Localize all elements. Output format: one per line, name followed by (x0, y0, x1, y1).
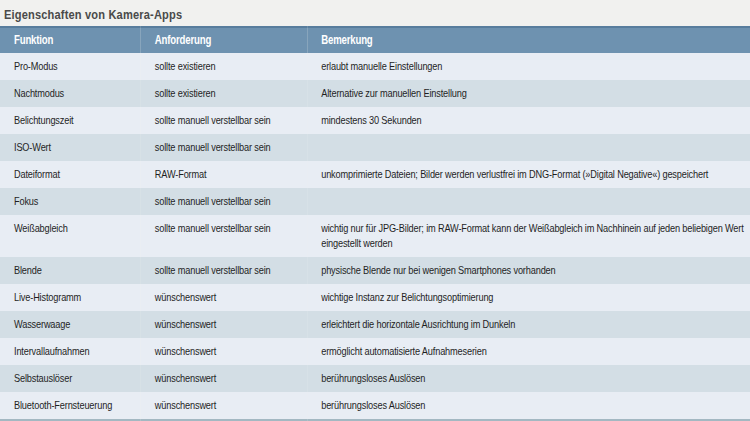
table-row: Blende sollte manuell verstellbar sein p… (0, 257, 750, 284)
table-row: Wasserwaage wünschenswert erleichtert di… (0, 311, 750, 338)
table-row: Pro-Modus sollte existieren erlaubt manu… (0, 53, 750, 80)
cell-bemerkung: Alternative zur manuellen Einstellung (307, 80, 750, 107)
cell-bemerkung: erleichtert die horizontale Ausrichtung … (307, 311, 750, 338)
cell-anforderung: sollte manuell verstellbar sein (141, 257, 307, 284)
cell-funktion: Weißabgleich (0, 215, 141, 257)
column-header-funktion: Funktion (0, 27, 141, 53)
cell-anforderung: sollte manuell verstellbar sein (141, 188, 307, 215)
cell-funktion: ISO-Wert (0, 134, 141, 161)
cell-bemerkung: ermöglicht automatisierte Aufnahmeserien (307, 338, 750, 365)
page-title: Eigenschaften von Kamera-Apps (4, 7, 182, 23)
table-row: Belichtungszeit sollte manuell verstellb… (0, 107, 750, 134)
table-body: Pro-Modus sollte existieren erlaubt manu… (0, 53, 750, 420)
cell-anforderung: sollte manuell verstellbar sein (141, 215, 307, 257)
camera-apps-table: Funktion Anforderung Bemerkung Pro-Modus… (0, 26, 750, 421)
cell-bemerkung: berührungsloses Auslösen (307, 392, 750, 420)
cell-anforderung: wünschenswert (141, 311, 307, 338)
cell-funktion: Live-Histogramm (0, 284, 141, 311)
cell-bemerkung: wichtig nur für JPG-Bilder; im RAW-Forma… (307, 215, 750, 257)
table-row: Weißabgleich sollte manuell verstellbar … (0, 215, 750, 257)
column-header-bemerkung: Bemerkung (307, 27, 750, 53)
cell-bemerkung: erlaubt manuelle Einstellungen (307, 53, 750, 80)
title-bar: Eigenschaften von Kamera-Apps (0, 0, 750, 26)
table-row: Nachtmodus sollte existieren Alternative… (0, 80, 750, 107)
cell-funktion: Pro-Modus (0, 53, 141, 80)
table-row: Live-Histogramm wünschenswert wichtige I… (0, 284, 750, 311)
cell-anforderung: wünschenswert (141, 284, 307, 311)
table-row: Bluetooth-Fernsteuerung wünschenswert be… (0, 392, 750, 420)
cell-funktion: Selbstauslöser (0, 365, 141, 392)
cell-bemerkung (307, 134, 750, 161)
cell-funktion: Intervallaufnahmen (0, 338, 141, 365)
cell-bemerkung: mindestens 30 Sekunden (307, 107, 750, 134)
cell-anforderung: sollte manuell verstellbar sein (141, 107, 307, 134)
cell-anforderung: wünschenswert (141, 392, 307, 420)
cell-anforderung: RAW-Format (141, 161, 307, 188)
cell-anforderung: sollte existieren (141, 53, 307, 80)
column-header-anforderung: Anforderung (141, 27, 307, 53)
table-row: Selbstauslöser wünschenswert berührungsl… (0, 365, 750, 392)
cell-funktion: Dateiformat (0, 161, 141, 188)
cell-funktion: Fokus (0, 188, 141, 215)
table-row: Fokus sollte manuell verstellbar sein (0, 188, 750, 215)
header-row: Funktion Anforderung Bemerkung (0, 27, 750, 53)
cell-funktion: Belichtungszeit (0, 107, 141, 134)
cell-anforderung: wünschenswert (141, 365, 307, 392)
table-row: Intervallaufnahmen wünschenswert ermögli… (0, 338, 750, 365)
cell-funktion: Wasserwaage (0, 311, 141, 338)
cell-bemerkung: physische Blende nur bei wenigen Smartph… (307, 257, 750, 284)
cell-bemerkung: berührungsloses Auslösen (307, 365, 750, 392)
table-viewport: Funktion Anforderung Bemerkung Pro-Modus… (0, 26, 750, 421)
cell-anforderung: sollte existieren (141, 80, 307, 107)
cell-anforderung: wünschenswert (141, 338, 307, 365)
cell-anforderung: sollte manuell verstellbar sein (141, 134, 307, 161)
cell-bemerkung: unkomprimierte Dateien; Bilder werden ve… (307, 161, 750, 188)
cell-funktion: Blende (0, 257, 141, 284)
table-row: ISO-Wert sollte manuell verstellbar sein (0, 134, 750, 161)
cell-bemerkung: wichtige Instanz zur Belichtungsoptimier… (307, 284, 750, 311)
cell-funktion: Nachtmodus (0, 80, 141, 107)
cell-bemerkung (307, 188, 750, 215)
cell-funktion: Bluetooth-Fernsteuerung (0, 392, 141, 420)
table-row: Dateiformat RAW-Format unkomprimierte Da… (0, 161, 750, 188)
page: Eigenschaften von Kamera-Apps Funktion A… (0, 0, 750, 421)
